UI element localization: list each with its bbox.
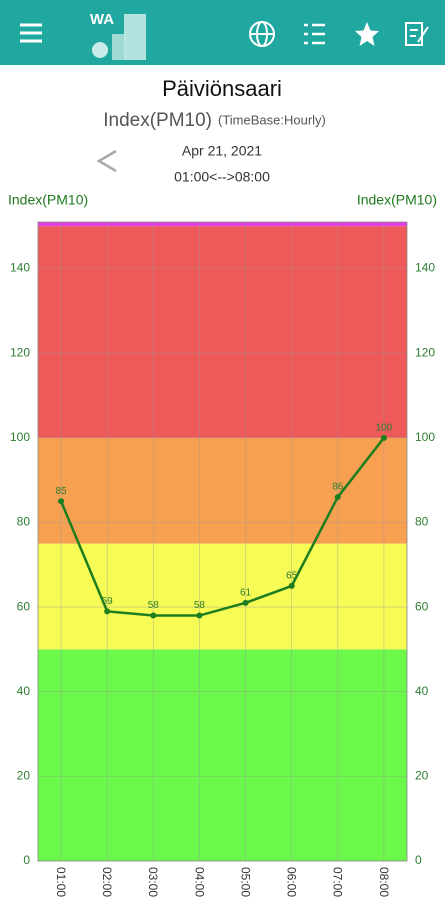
y-axis-label: Index(PM10): [8, 192, 88, 208]
edit-icon[interactable]: [405, 22, 429, 46]
menu-icon[interactable]: [20, 23, 42, 43]
data-point: [242, 599, 249, 606]
threshold-band: [38, 222, 407, 227]
x-tick-label: 04:00: [192, 867, 206, 897]
data-label: 65: [286, 571, 298, 582]
data-line: [59, 437, 385, 617]
threshold-band: [38, 543, 407, 650]
y-tick-label: 100: [10, 430, 30, 444]
list-icon[interactable]: [304, 23, 325, 45]
y-tick-label: 60: [17, 599, 31, 613]
date: Apr 21, 2021: [182, 143, 262, 159]
y-tick-label: 0: [23, 853, 30, 867]
x-tick-label: 08:00: [377, 867, 391, 897]
y2-tick-label: 100: [415, 430, 435, 444]
time-range: 01:00<-->08:00: [174, 169, 270, 185]
station-title: Päiviönsaari: [162, 76, 282, 101]
data-label: 58: [194, 600, 206, 611]
y-tick-label: 120: [10, 345, 30, 359]
y-tick-label: 20: [17, 769, 31, 783]
data-label: 58: [148, 600, 160, 611]
data-point: [288, 582, 295, 589]
app-bar: [0, 0, 445, 65]
threshold-band: [38, 226, 407, 438]
data-label: 86: [332, 482, 344, 493]
y2-tick-label: 20: [415, 769, 429, 783]
data-label: 85: [56, 486, 68, 497]
y2-tick-label: 0: [415, 853, 422, 867]
threshold-band: [38, 649, 407, 861]
data-point: [58, 498, 65, 505]
y2-tick-label: 60: [415, 599, 429, 613]
logo-text: WA: [90, 11, 114, 28]
x-tick-label: 02:00: [100, 867, 114, 897]
data-point: [196, 612, 203, 619]
data-point: [380, 434, 387, 441]
y-tick-label: 80: [17, 515, 31, 529]
y-tick-label: 140: [10, 261, 30, 275]
back-button[interactable]: [96, 149, 117, 173]
y2-tick-label: 80: [415, 515, 429, 529]
y2-tick-label: 120: [415, 345, 435, 359]
y2-tick-label: 140: [415, 261, 435, 275]
x-tick-label: 07:00: [331, 867, 345, 897]
x-tick-label: 01:00: [54, 867, 68, 897]
data-label: 100: [376, 422, 393, 433]
plot: 0 0 20 20 40 40 60 60 80 80 100 100 120 120 140 140 01:0…: [10, 221, 435, 897]
data-point: [334, 494, 341, 501]
x-tick-label: 03:00: [146, 867, 160, 897]
globe-icon[interactable]: [249, 21, 275, 47]
y2-axis-label: Index(PM10): [357, 192, 437, 208]
index-title: Index(PM10): [103, 110, 212, 131]
data-point: [104, 608, 111, 615]
star-icon[interactable]: [355, 22, 379, 46]
data-label: 59: [102, 596, 114, 607]
plot-border: [37, 221, 408, 862]
threshold-band: [38, 437, 407, 544]
y2-tick-label: 40: [415, 684, 429, 698]
logo: WA: [90, 11, 146, 60]
timebase: (TimeBase:Hourly): [218, 112, 326, 127]
y-tick-label: 40: [17, 684, 31, 698]
data-point: [150, 612, 157, 619]
x-tick-label: 06:00: [285, 867, 299, 897]
data-label: 61: [240, 588, 252, 599]
x-tick-label: 05:00: [238, 867, 252, 897]
